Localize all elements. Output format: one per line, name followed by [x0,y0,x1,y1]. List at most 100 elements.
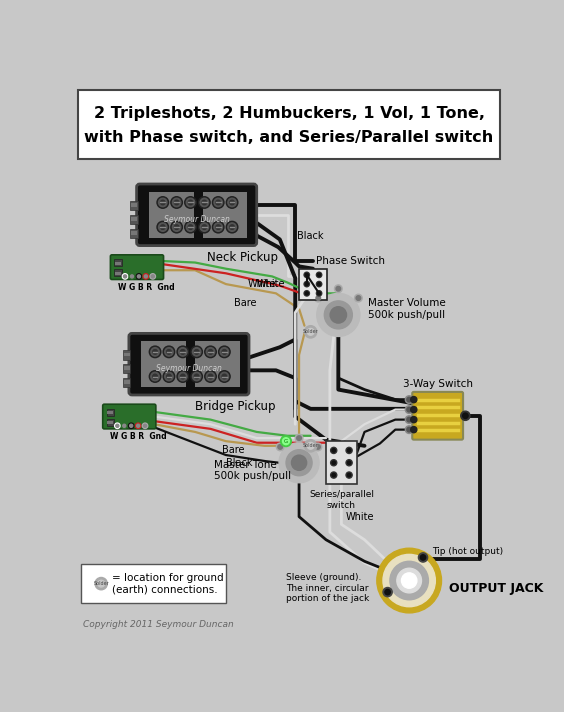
Circle shape [219,371,230,382]
Bar [141,341,186,387]
Circle shape [411,397,417,403]
Text: Black: Black [226,458,253,468]
Circle shape [407,397,412,402]
Circle shape [355,294,362,302]
Bar [123,350,130,360]
Circle shape [316,281,322,287]
Circle shape [205,371,216,382]
Circle shape [305,283,309,286]
Circle shape [305,273,309,276]
Circle shape [330,307,346,323]
Circle shape [214,198,222,206]
Circle shape [191,346,202,357]
Circle shape [331,472,337,478]
Circle shape [356,295,361,300]
Circle shape [331,447,337,454]
Circle shape [213,221,224,233]
Circle shape [191,371,202,382]
Text: White: White [345,512,374,522]
Circle shape [174,200,179,205]
Circle shape [228,198,236,206]
Text: Master Tone
500k push/pull: Master Tone 500k push/pull [214,460,292,481]
Circle shape [161,225,165,229]
Circle shape [406,416,413,424]
Circle shape [214,223,222,231]
FancyBboxPatch shape [326,441,357,484]
Circle shape [407,407,412,412]
Circle shape [305,325,317,338]
Bar [195,341,240,387]
Circle shape [163,346,175,357]
Circle shape [347,473,351,477]
Circle shape [307,442,314,449]
Circle shape [98,580,104,587]
Bar [124,352,130,357]
Circle shape [158,198,167,206]
Circle shape [205,346,216,357]
Circle shape [397,568,421,593]
Circle shape [171,221,182,233]
Circle shape [192,347,201,356]
Circle shape [324,301,352,329]
Circle shape [173,223,181,231]
Bar [131,203,138,207]
Circle shape [122,423,127,429]
FancyBboxPatch shape [129,333,249,395]
Circle shape [346,447,352,454]
Circle shape [188,225,193,229]
Circle shape [346,460,352,466]
Circle shape [199,221,210,233]
Circle shape [136,273,142,279]
Circle shape [305,439,317,452]
Text: Phase Switch: Phase Switch [316,256,385,266]
Bar [115,272,121,275]
Circle shape [185,221,196,233]
Circle shape [332,461,336,464]
Circle shape [316,290,322,296]
Bar [149,192,193,238]
Text: Sleeve (ground).
The inner, circular
portion of the jack: Sleeve (ground). The inner, circular por… [286,573,369,603]
Circle shape [385,590,390,595]
Circle shape [230,200,235,205]
Circle shape [157,197,169,208]
Circle shape [195,375,199,379]
Circle shape [151,372,159,381]
Circle shape [180,375,185,379]
Circle shape [307,328,314,335]
Circle shape [129,273,135,279]
Circle shape [200,198,209,206]
Circle shape [411,407,417,413]
Circle shape [418,553,428,562]
Circle shape [383,587,392,597]
Circle shape [202,225,206,229]
Circle shape [278,444,283,449]
Circle shape [318,292,320,295]
FancyBboxPatch shape [81,565,226,603]
Circle shape [220,372,228,381]
Circle shape [314,443,322,451]
Circle shape [124,275,126,278]
Circle shape [316,272,322,278]
Circle shape [129,423,134,429]
Bar [114,259,122,266]
Circle shape [143,273,148,279]
Circle shape [377,548,442,613]
Circle shape [407,417,412,422]
Text: OUTPUT JACK: OUTPUT JACK [449,582,544,595]
Circle shape [228,223,236,231]
Circle shape [186,223,195,231]
Bar [203,192,248,238]
Circle shape [317,293,360,337]
Circle shape [166,375,171,379]
Bar [107,419,114,426]
Circle shape [462,413,468,419]
Circle shape [305,292,309,295]
Circle shape [331,460,337,466]
Circle shape [177,371,188,382]
Text: G: G [284,439,288,444]
Circle shape [332,449,336,452]
Circle shape [292,455,307,471]
Circle shape [283,438,289,445]
FancyBboxPatch shape [103,404,156,429]
Circle shape [411,417,417,423]
